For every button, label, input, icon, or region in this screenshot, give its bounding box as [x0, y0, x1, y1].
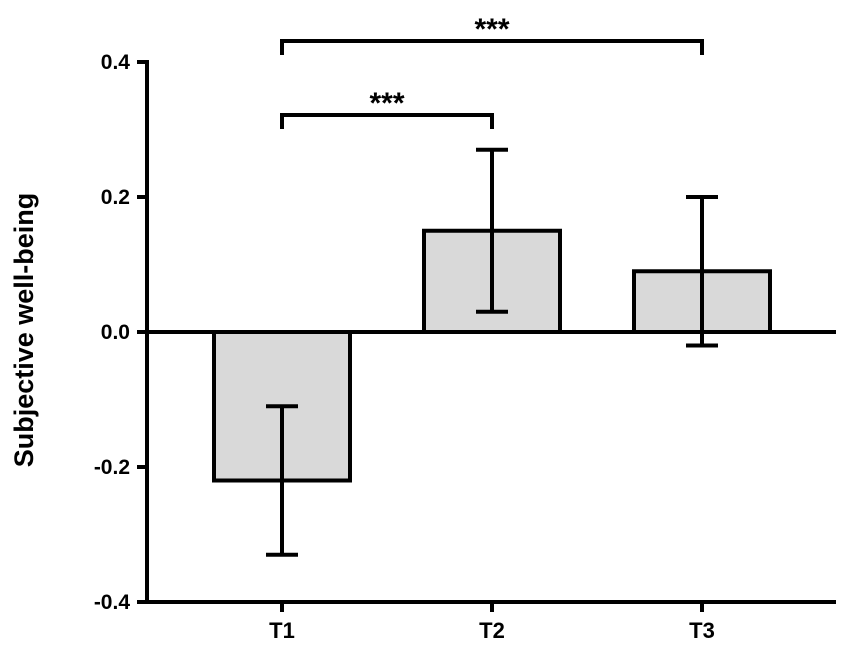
error-bar-t2: [476, 147, 508, 314]
y-tick-label: 0.2: [101, 186, 130, 209]
axes: T1 T2 T3: [145, 60, 836, 643]
error-bars: [266, 147, 718, 557]
y-axis-title: Subjective well-being: [9, 193, 39, 468]
x-tick-label-t1: T1: [269, 618, 295, 643]
error-bar-t1: [266, 404, 298, 557]
significance-label: ***: [369, 87, 404, 120]
x-tick-label-t2: T2: [479, 618, 505, 643]
significance-brackets: *** ***: [280, 13, 704, 129]
y-tick-label: -0.2: [94, 456, 130, 479]
y-ticks: 0.4 0.2 0.0 -0.2 -0.4: [94, 51, 147, 614]
y-tick-label: -0.4: [94, 591, 131, 614]
bracket-line: [280, 113, 494, 129]
significance-label: ***: [474, 13, 509, 46]
y-tick-label: 0.4: [101, 51, 131, 74]
y-tick-label: 0.0: [101, 321, 130, 344]
significance-bracket-t1-t3: ***: [280, 13, 704, 55]
x-tick-label-t3: T3: [689, 618, 715, 643]
error-bar-t3: [686, 195, 718, 348]
bracket-line: [280, 39, 704, 55]
significance-bracket-t1-t2: ***: [280, 87, 494, 129]
